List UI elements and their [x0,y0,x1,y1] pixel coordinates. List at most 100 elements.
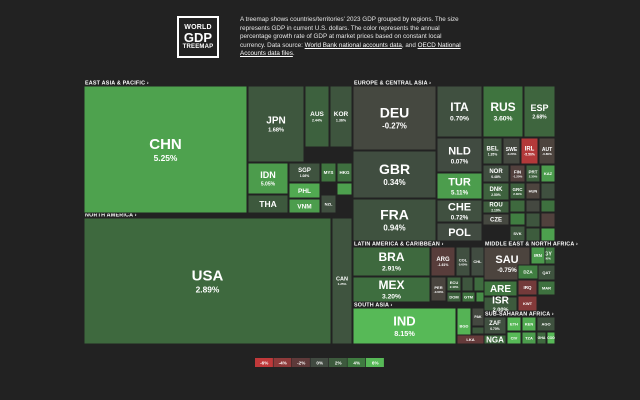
logo-line-3: TREEMAP [182,44,214,50]
country-growth-label: -1.61% [438,263,449,267]
country-name-label: IDN [260,170,276,180]
country-name-label: DNK [490,187,504,193]
region-label: SOUTH ASIA › [354,303,393,309]
country-cell-mys [320,162,337,183]
country-cell-mex [352,276,431,303]
filler-cell [540,182,556,200]
country-name-label: SWE [506,147,518,153]
legend-swatch [273,358,292,367]
country-name-label: PAK [474,315,482,319]
legend-tick-label: 4% [353,360,360,365]
oecd-data-link[interactable]: OECD National Accounts data files [240,41,461,58]
description-text: A treemap shows countries/territories' 2… [240,16,459,49]
country-cell-kwt [517,295,538,312]
country-name-label: TUR [448,176,471,188]
country-cell-grc [509,182,526,200]
country-cell-irn [530,246,546,265]
region-label: EAST ASIA & PACIFIC › [85,81,149,87]
country-name-label: MAR [542,285,551,290]
country-cell-dom [446,291,462,303]
country-name-label: IRQ [523,285,532,290]
country-cell-rus [482,85,524,138]
legend-tick-label: 0% [316,360,323,365]
country-name-label: PER [434,285,442,290]
country-growth-label: 8.15% [394,329,415,338]
description-joiner: , and [401,41,418,49]
country-name-label: VNM [297,203,311,210]
country-growth-label: -1.20% [513,175,523,179]
country-cell-idn [247,162,289,195]
country-cell-can [331,217,353,345]
region-label: SUB-SAHARAN AFRICA › [485,312,554,318]
country-growth-label: 0.94% [383,224,405,233]
country-cell-swe [502,137,521,165]
country-cell-prt [525,164,541,183]
country-cell-rou [482,200,510,214]
country-name-label: BGD [460,323,469,328]
country-growth-label: 0.70% [450,116,469,123]
region-label: NORTH AMERICA › [85,213,137,219]
country-name-label: DEU [380,104,410,120]
country-growth-label: -0.80% [542,152,552,156]
country-cell-civ [506,331,522,345]
country-cell-jpn [247,85,305,163]
filler-cell [540,199,556,213]
country-name-label: FIN [514,169,521,174]
country-growth-label: 5.11% [451,189,469,196]
country-name-label: NGA [486,335,504,344]
country-name-label: IRL [525,147,535,153]
country-cell-col [455,246,471,277]
country-growth-label: 3.60% [493,116,512,123]
country-name-label: ROU [489,203,502,209]
country-growth-label: 0.07% [451,158,469,165]
country-name-label: MEX [378,278,404,292]
country-name-label: GHA [538,336,546,340]
legend-swatch [255,358,273,367]
country-name-label: GRC [513,187,524,192]
country-name-label: ZAF [489,321,501,327]
filler-cell [336,182,353,196]
country-name-label: NZL [325,201,333,206]
filler-cell [525,212,541,228]
country-cell-eth [506,316,522,332]
country-name-label: AUS [310,111,324,118]
country-cell-isr [483,296,518,312]
country-name-label: LKA [466,337,474,342]
logo-line-2: GDP [183,30,213,45]
country-name-label: EGY [541,251,552,257]
world-gdp-treemap-logo: WORLD GDP TREEMAP [177,16,219,58]
legend-tick-label: 2% [335,360,342,365]
country-name-label: COL [459,257,468,262]
country-cell-fin [509,164,526,183]
country-name-label: CHL [473,259,482,264]
legend-swatch [329,358,347,367]
country-cell-irl [520,137,539,165]
country-name-label: TZA [525,335,533,340]
country-growth-label: 5.25% [154,153,178,163]
country-name-label: HUN [529,188,538,193]
region-label: MIDDLE EAST & NORTH AFRICA › [485,242,578,248]
country-name-label: GBR [379,161,410,177]
country-name-label: ITA [450,100,469,114]
world-bank-data-link[interactable]: World Bank national accounts data [304,41,402,49]
country-cell-ecu [446,276,462,292]
logo-line-1: WORLD [184,24,212,31]
legend-tick-label: -6% [260,360,268,365]
country-cell-gtm [461,291,476,303]
country-name-label: MYS [324,170,334,175]
country-cell-chn [83,85,248,214]
filler-cell [525,227,541,242]
country-cell-pol [436,222,483,242]
country-cell-ken [521,316,537,332]
country-name-label: NLD [448,145,471,157]
country-cell-esp [523,85,556,138]
country-growth-label: 0.48% [491,175,501,179]
country-growth-label: 2.30% [513,192,522,196]
country-growth-label: 2.44% [312,118,323,122]
country-cell-nor [482,164,510,183]
country-growth-label: -0.27% [382,122,407,131]
country-name-label: BEL [487,147,499,153]
country-cell-fra [352,198,437,242]
country-name-label: USA [192,267,224,284]
legend-tick-label: 6% [372,360,379,365]
